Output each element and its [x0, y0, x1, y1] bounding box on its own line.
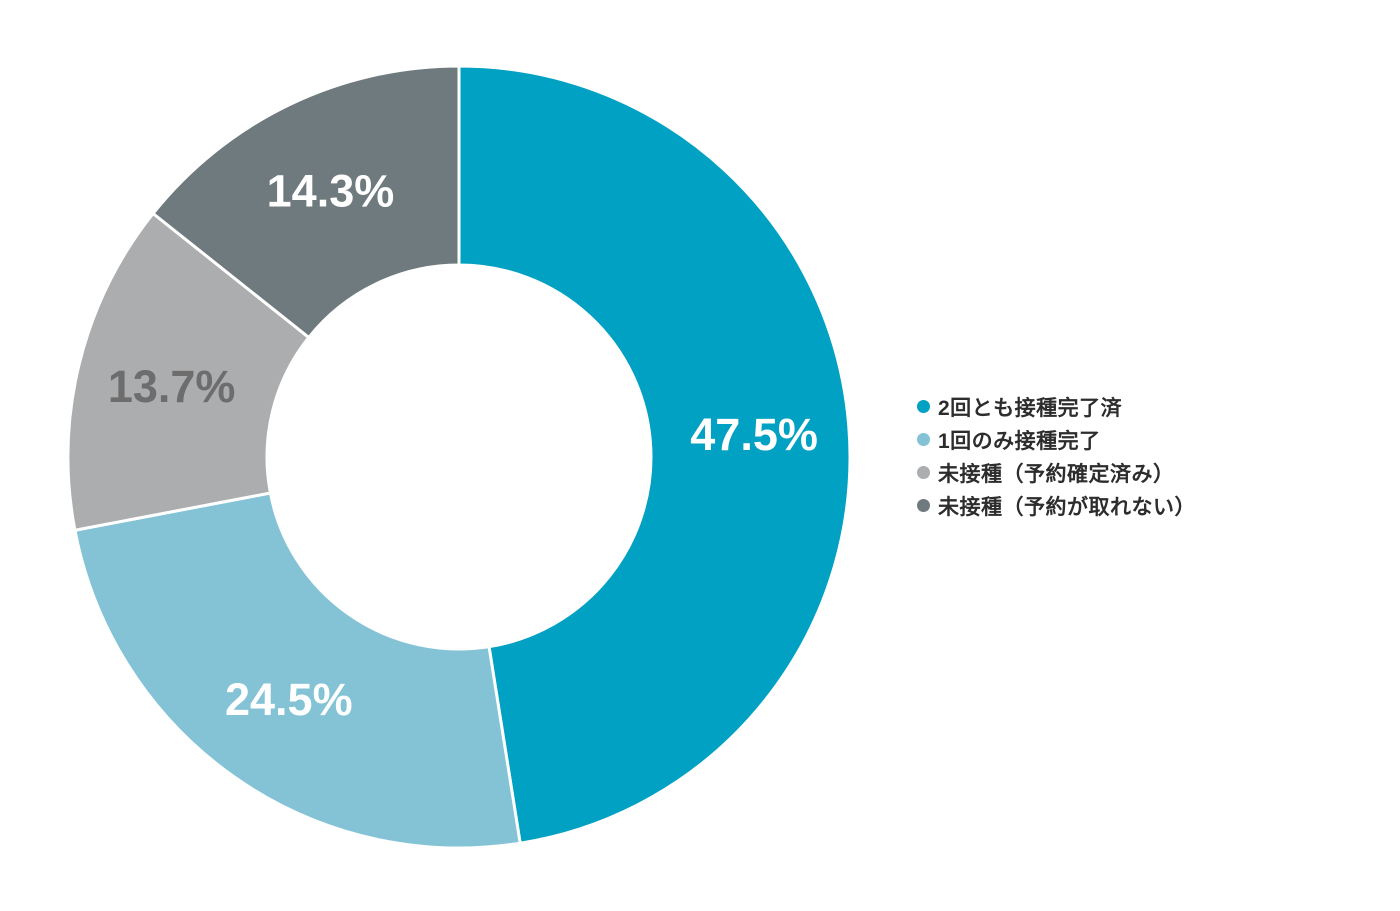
legend-item-label: 1回のみ接種完了 [938, 429, 1101, 453]
legend-item-label: 未接種（予約確定済み） [938, 462, 1175, 486]
legend-item-label: 未接種（予約が取れない） [938, 495, 1196, 519]
slice-value-label-3: 14.3% [267, 165, 395, 216]
legend-item-label: 2回とも接種完了済 [938, 396, 1123, 420]
legend-dot-icon [917, 400, 930, 413]
slice-value-label-0: 47.5% [690, 409, 818, 460]
donut-slice-0 [457, 64, 852, 845]
legend-item-unvaccinated-no-reservation: 未接種（予約が取れない） [917, 489, 1196, 522]
donut-slice-1 [73, 491, 522, 850]
slice-value-label-2: 13.7% [108, 361, 236, 412]
legend-item-fully-vaccinated: 2回とも接種完了済 [917, 390, 1196, 423]
legend-dot-icon [917, 499, 930, 512]
donut-slice-2 [66, 211, 311, 532]
chart-legend: 2回とも接種完了済 1回のみ接種完了 未接種（予約確定済み） 未接種（予約が取れ… [917, 390, 1196, 522]
legend-item-one-dose: 1回のみ接種完了 [917, 423, 1196, 456]
legend-item-unvaccinated-reserved: 未接種（予約確定済み） [917, 456, 1196, 489]
slice-value-label-1: 24.5% [225, 674, 353, 725]
legend-dot-icon [917, 466, 930, 479]
legend-dot-icon [917, 433, 930, 446]
donut-slice-3 [151, 64, 461, 339]
